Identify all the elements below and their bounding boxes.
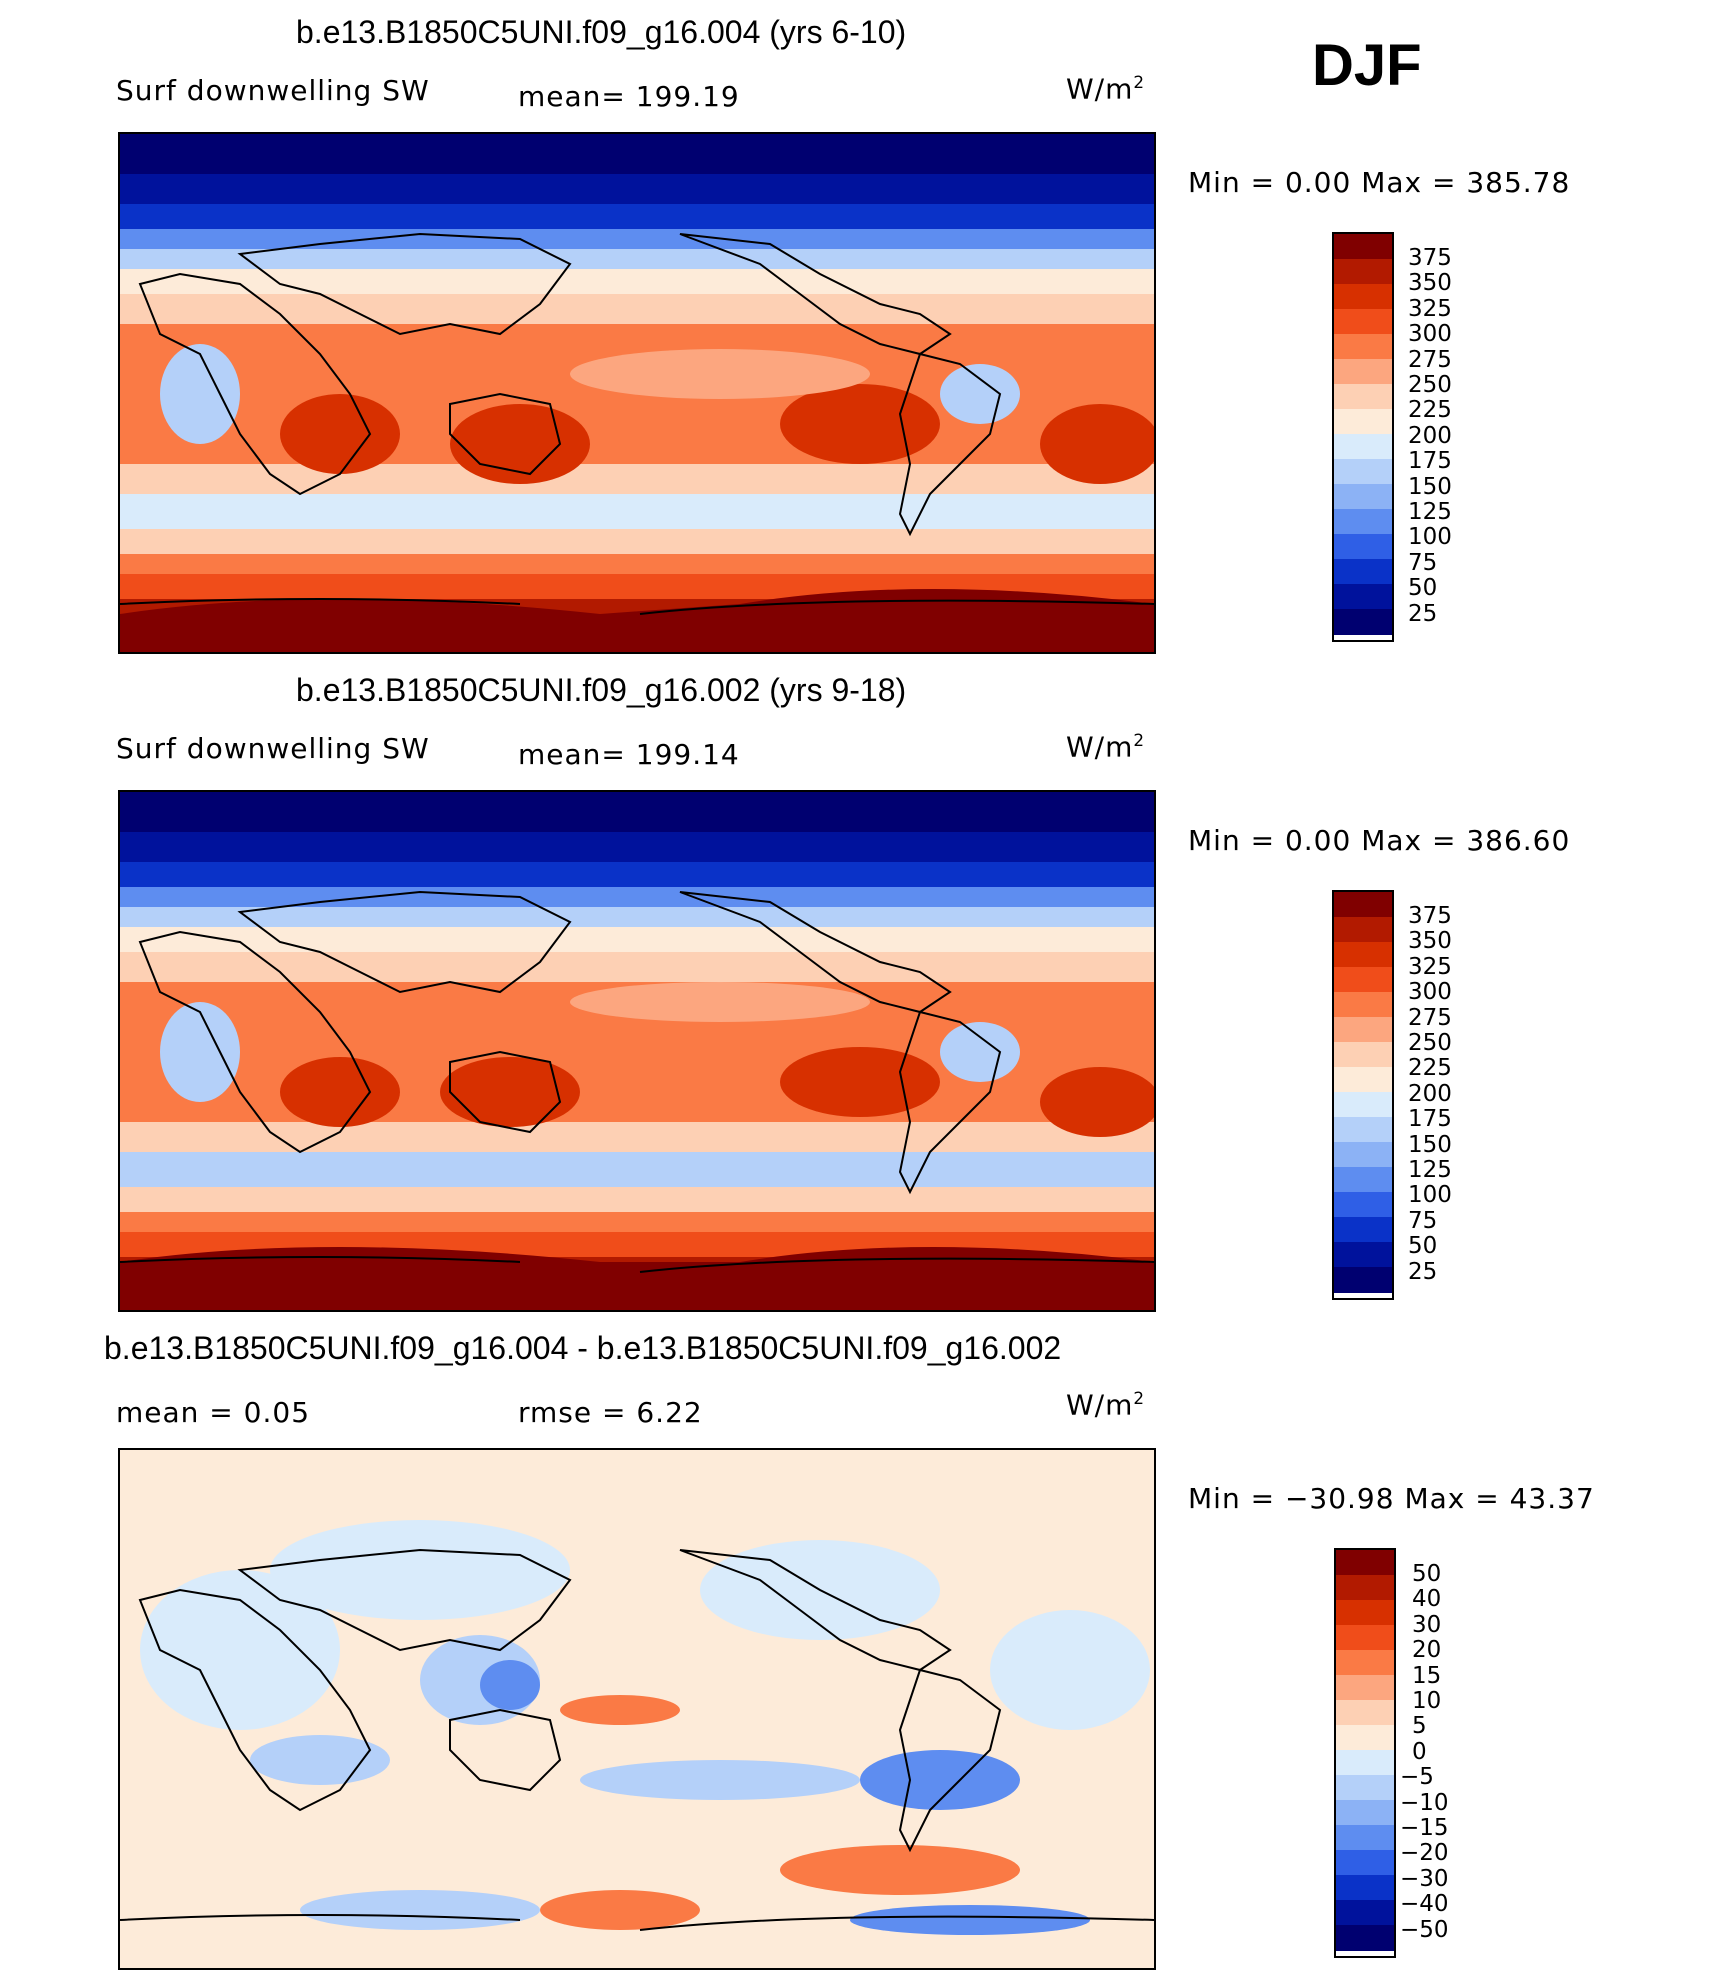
colorbar-tick: 300 [1408, 979, 1452, 1005]
colorbar-tick: 275 [1408, 1005, 1452, 1031]
panel2-units: W/m2 [1066, 730, 1146, 764]
colorbar-tick: −30 [1400, 1866, 1449, 1892]
colorbar-tick: −10 [1400, 1790, 1449, 1816]
panel1-units: W/m2 [1066, 72, 1146, 106]
colorbar-tick: 50 [1408, 575, 1438, 601]
colorbar-tick: 175 [1408, 448, 1452, 474]
colorbar-tick: 250 [1408, 372, 1452, 398]
panel3-colorbar [1334, 1548, 1396, 1958]
colorbar-tick: 75 [1408, 1208, 1438, 1234]
colorbar-tick: 225 [1408, 1055, 1452, 1081]
panel2-mean-label: mean= 199.14 [518, 738, 740, 771]
panel1-title: b.e13.B1850C5UNI.f09_g16.004 (yrs 6-10) [296, 14, 907, 50]
colorbar-tick: 0 [1412, 1739, 1427, 1765]
colorbar-tick: 40 [1412, 1586, 1442, 1612]
panel1-variable-label: Surf downwelling SW [116, 74, 430, 107]
colorbar-tick: 275 [1408, 347, 1452, 373]
panel3-units: W/m2 [1066, 1388, 1146, 1422]
season-label: DJF [1312, 33, 1422, 98]
colorbar-tick: 25 [1408, 601, 1438, 627]
colorbar-tick: −5 [1400, 1764, 1434, 1790]
colorbar-tick: 200 [1408, 1081, 1452, 1107]
colorbar-tick: 325 [1408, 954, 1452, 980]
colorbar-tick: 150 [1408, 1132, 1452, 1158]
colorbar-tick: 30 [1412, 1612, 1442, 1638]
panel1-map [118, 132, 1156, 654]
colorbar-tick: 100 [1408, 524, 1452, 550]
colorbar-tick: 175 [1408, 1106, 1452, 1132]
panel1-map-field [120, 134, 1154, 652]
colorbar-tick: −40 [1400, 1891, 1449, 1917]
colorbar-tick: 350 [1408, 270, 1452, 296]
colorbar-tick: 350 [1408, 928, 1452, 954]
panel3-title: b.e13.B1850C5UNI.f09_g16.004 - b.e13.B18… [104, 1330, 1062, 1366]
panel2-colorbar [1332, 890, 1394, 1300]
colorbar-tick: −50 [1400, 1917, 1449, 1943]
panel3-rmse-label: rmse = 6.22 [518, 1396, 703, 1429]
colorbar-tick: 300 [1408, 321, 1452, 347]
colorbar-tick: 100 [1408, 1182, 1452, 1208]
colorbar-tick: 375 [1408, 903, 1452, 929]
colorbar-tick: 25 [1408, 1259, 1438, 1285]
panel1-colorbar [1332, 232, 1394, 642]
colorbar-tick: 10 [1412, 1688, 1442, 1714]
panel3-map-field [120, 1450, 1154, 1968]
panel1-mean-label: mean= 199.19 [518, 80, 740, 113]
colorbar-tick: 125 [1408, 499, 1452, 525]
colorbar-tick: 375 [1408, 245, 1452, 271]
panel3-map [118, 1448, 1156, 1970]
colorbar-tick: −15 [1400, 1815, 1449, 1841]
colorbar-tick: 50 [1408, 1233, 1438, 1259]
colorbar-tick: 50 [1412, 1561, 1442, 1587]
colorbar-tick: 125 [1408, 1157, 1452, 1183]
panel2-title: b.e13.B1850C5UNI.f09_g16.002 (yrs 9-18) [296, 672, 907, 708]
panel3-minmax: Min = −30.98 Max = 43.37 [1188, 1482, 1595, 1515]
colorbar-tick: −20 [1400, 1840, 1449, 1866]
panel3-mean-label: mean = 0.05 [116, 1396, 311, 1429]
colorbar-tick: 20 [1412, 1637, 1442, 1663]
panel1-minmax: Min = 0.00 Max = 385.78 [1188, 166, 1571, 199]
colorbar-tick: 75 [1408, 550, 1438, 576]
colorbar-tick: 225 [1408, 397, 1452, 423]
colorbar-tick: 325 [1408, 296, 1452, 322]
colorbar-tick: 5 [1412, 1713, 1427, 1739]
panel2-minmax: Min = 0.00 Max = 386.60 [1188, 824, 1571, 857]
panel2-variable-label: Surf downwelling SW [116, 732, 430, 765]
colorbar-tick: 15 [1412, 1663, 1442, 1689]
colorbar-tick: 150 [1408, 474, 1452, 500]
colorbar-tick: 250 [1408, 1030, 1452, 1056]
colorbar-tick: 200 [1408, 423, 1452, 449]
panel2-map-field [120, 792, 1154, 1310]
panel2-map [118, 790, 1156, 1312]
